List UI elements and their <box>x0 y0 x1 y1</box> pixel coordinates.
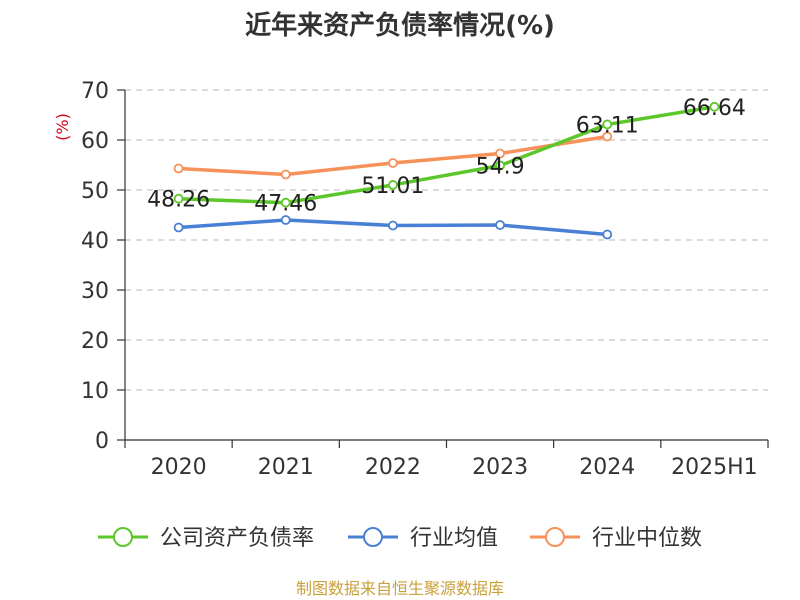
data-point <box>495 148 505 159</box>
series-line-2 <box>178 134 608 177</box>
x-tick-label: 2025H1 <box>671 455 758 480</box>
data-point <box>602 131 613 142</box>
legend-label: 行业均值 <box>410 526 498 551</box>
data-label: 47.46 <box>254 192 317 217</box>
data-labels: 48.26 47.46 51.01 54.9 63.11 66.64 <box>147 96 746 217</box>
source-note: 制图数据来自恒生聚源数据库 <box>296 579 504 598</box>
y-tick-label: 50 <box>81 179 109 204</box>
data-label: 48.26 <box>147 188 210 213</box>
legend-swatch-marker <box>545 527 565 547</box>
data-point <box>388 180 398 190</box>
x-tick-label: 2023 <box>472 455 528 480</box>
legend-item: 行业中位数 <box>530 526 702 551</box>
data-point <box>388 158 398 168</box>
data-point <box>173 193 184 204</box>
data-point <box>602 119 613 130</box>
data-point <box>280 215 291 225</box>
grid <box>125 89 768 391</box>
data-point <box>280 197 291 208</box>
y-tick-label: 0 <box>95 429 109 454</box>
x-tick-label: 2024 <box>579 455 635 480</box>
legend: 公司资产负债率 行业均值 行业中位数 <box>98 526 702 551</box>
axes: 0 10 20 30 40 50 60 70 2020 2021 2022 2023 2024 2025H… <box>81 79 769 480</box>
y-tick-label: 10 <box>81 379 109 404</box>
y-tick-label: 70 <box>81 79 109 104</box>
y-tick-label: 60 <box>81 129 109 154</box>
x-tick-label: 2020 <box>151 455 207 480</box>
legend-swatch-marker <box>113 527 133 547</box>
data-label: 63.11 <box>576 113 639 138</box>
x-tick-label: 2021 <box>258 455 314 480</box>
data-point <box>709 101 720 112</box>
legend-item: 公司资产负债率 <box>98 526 314 551</box>
y-tick-label: 20 <box>81 329 109 354</box>
legend-swatch-marker <box>363 527 383 547</box>
data-label: 54.9 <box>476 155 525 180</box>
data-point <box>602 229 613 240</box>
data-point <box>173 163 184 174</box>
legend-label: 公司资产负债率 <box>160 526 314 551</box>
x-tick-label: 2022 <box>365 455 421 480</box>
data-label: 51.01 <box>361 174 424 199</box>
y-tick-label: 40 <box>81 229 109 254</box>
y-axis-label: (%) <box>53 113 72 141</box>
data-point <box>495 160 505 171</box>
y-tick-label: 30 <box>81 279 109 304</box>
legend-item: 行业均值 <box>348 526 498 551</box>
series-group <box>173 101 720 240</box>
chart-title: 近年来资产负债率情况(%) <box>245 10 555 41</box>
legend-label: 行业中位数 <box>592 526 702 551</box>
data-point <box>280 169 291 180</box>
data-point <box>495 220 505 230</box>
series-line-0 <box>178 105 715 205</box>
data-label: 66.64 <box>683 96 746 121</box>
data-point <box>173 222 184 233</box>
data-point <box>388 220 398 231</box>
